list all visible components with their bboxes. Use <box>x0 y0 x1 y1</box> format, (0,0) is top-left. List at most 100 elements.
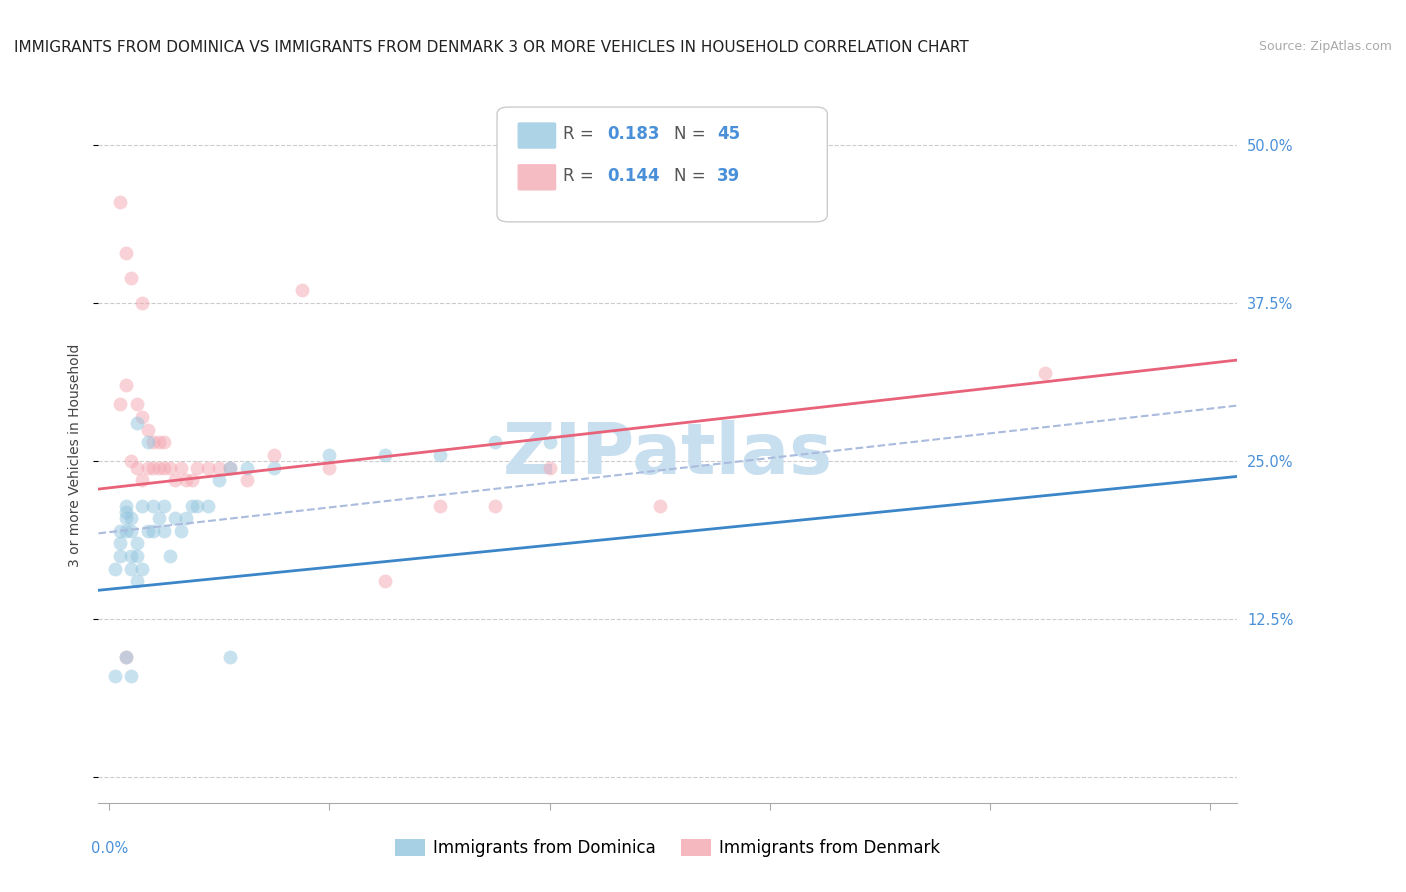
Point <box>159 549 181 563</box>
Point <box>131 473 153 487</box>
Point <box>429 448 451 462</box>
Point <box>219 650 242 665</box>
Point <box>136 524 159 538</box>
Point <box>181 499 204 513</box>
Point <box>153 460 176 475</box>
Point <box>115 505 138 519</box>
Point <box>219 460 242 475</box>
Point <box>125 397 148 411</box>
Point <box>197 460 219 475</box>
Point <box>181 473 204 487</box>
Point <box>120 270 142 285</box>
Point <box>125 460 148 475</box>
Point <box>373 448 395 462</box>
Point <box>484 435 506 450</box>
Point <box>219 460 242 475</box>
Text: R =: R = <box>562 167 599 185</box>
Point <box>208 460 231 475</box>
Point <box>136 460 159 475</box>
Text: N =: N = <box>673 125 710 144</box>
Point <box>110 524 132 538</box>
Point <box>125 574 148 589</box>
Point <box>131 409 153 424</box>
Point <box>120 454 142 468</box>
FancyBboxPatch shape <box>517 122 557 149</box>
Point <box>120 511 142 525</box>
Point <box>110 397 132 411</box>
Point <box>263 448 285 462</box>
Point <box>648 499 671 513</box>
Point <box>142 499 165 513</box>
Point <box>197 499 219 513</box>
FancyBboxPatch shape <box>498 107 827 222</box>
Point <box>165 511 187 525</box>
Point <box>110 549 132 563</box>
Text: 45: 45 <box>717 125 740 144</box>
Point <box>1033 366 1056 380</box>
Point <box>131 296 153 310</box>
Point <box>186 499 208 513</box>
Text: 0.0%: 0.0% <box>91 841 128 856</box>
Point <box>142 524 165 538</box>
Point <box>115 650 138 665</box>
Point <box>373 574 395 589</box>
Point <box>115 511 138 525</box>
Point <box>176 511 198 525</box>
Point <box>142 460 165 475</box>
Point <box>136 423 159 437</box>
Text: 39: 39 <box>717 167 740 185</box>
Y-axis label: 3 or more Vehicles in Household: 3 or more Vehicles in Household <box>69 343 83 566</box>
Point <box>115 378 138 392</box>
Point <box>208 473 231 487</box>
Point <box>131 562 153 576</box>
Point <box>110 194 132 209</box>
Point <box>153 499 176 513</box>
Point <box>120 549 142 563</box>
Point <box>115 650 138 665</box>
Point <box>115 499 138 513</box>
Point <box>176 473 198 487</box>
Point <box>148 435 170 450</box>
Point <box>125 417 148 431</box>
Point <box>170 524 193 538</box>
Text: N =: N = <box>673 167 710 185</box>
Point <box>153 435 176 450</box>
Point <box>318 460 340 475</box>
Point <box>104 562 127 576</box>
Point <box>236 473 259 487</box>
Point <box>429 499 451 513</box>
Point <box>236 460 259 475</box>
Point <box>104 669 127 683</box>
Point <box>153 524 176 538</box>
Point <box>142 435 165 450</box>
Point <box>136 435 159 450</box>
Point <box>148 511 170 525</box>
Point <box>120 562 142 576</box>
Point <box>120 669 142 683</box>
Point <box>538 435 561 450</box>
Point <box>125 549 148 563</box>
Point <box>120 524 142 538</box>
Point <box>291 284 314 298</box>
FancyBboxPatch shape <box>517 164 557 191</box>
Point <box>148 460 170 475</box>
Point <box>484 499 506 513</box>
Point <box>125 536 148 550</box>
Point <box>159 460 181 475</box>
Point <box>110 536 132 550</box>
Point <box>318 448 340 462</box>
Point <box>165 473 187 487</box>
Text: Source: ZipAtlas.com: Source: ZipAtlas.com <box>1258 40 1392 54</box>
Point <box>538 460 561 475</box>
Text: 0.144: 0.144 <box>607 167 659 185</box>
Legend: Immigrants from Dominica, Immigrants from Denmark: Immigrants from Dominica, Immigrants fro… <box>388 832 948 864</box>
Text: IMMIGRANTS FROM DOMINICA VS IMMIGRANTS FROM DENMARK 3 OR MORE VEHICLES IN HOUSEH: IMMIGRANTS FROM DOMINICA VS IMMIGRANTS F… <box>14 40 969 55</box>
Text: R =: R = <box>562 125 599 144</box>
Point <box>115 524 138 538</box>
Point <box>170 460 193 475</box>
Text: ZIPatlas: ZIPatlas <box>503 420 832 490</box>
Point <box>186 460 208 475</box>
Point <box>263 460 285 475</box>
Point <box>131 499 153 513</box>
Point <box>115 245 138 260</box>
